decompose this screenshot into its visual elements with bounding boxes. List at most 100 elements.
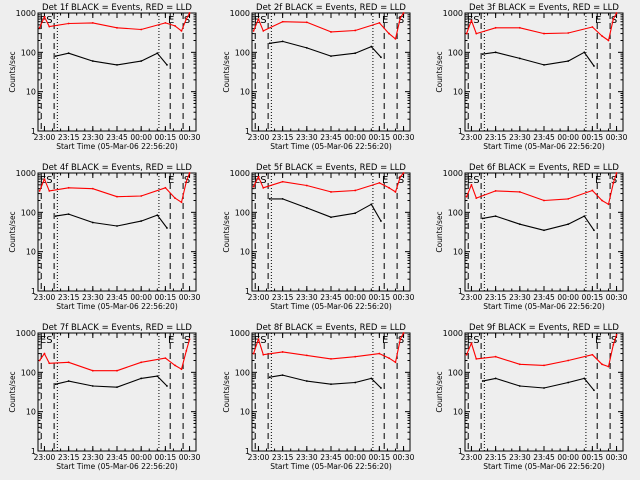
x-tick-label: 00:15: [582, 293, 604, 302]
x-tick-label: 23:45: [320, 453, 342, 462]
y-tick-label: 100: [21, 48, 36, 57]
marker-label-e: E: [382, 15, 388, 26]
plot-frame: [464, 12, 624, 132]
data-point-lld: [252, 30, 255, 32]
series-line-lld: [253, 12, 405, 40]
data-point-events: [91, 385, 94, 387]
data-point-events: [268, 42, 271, 45]
x-tick-label: 00:30: [606, 293, 628, 302]
data-point-events: [583, 377, 586, 380]
marker-label-es: ES: [254, 335, 267, 346]
data-point-events: [370, 45, 373, 48]
series-line-events: [55, 213, 168, 229]
y-tick-label: 100: [448, 368, 463, 377]
y-tick-label: 1: [458, 447, 463, 456]
data-point-events: [330, 383, 332, 386]
data-point-events: [54, 55, 57, 58]
marker-label-s: S: [184, 335, 190, 346]
data-point-events: [593, 389, 595, 392]
y-tick-label: 1000: [16, 169, 36, 178]
x-axis-label: Start Time (05-Mar-06 22:56:20): [270, 302, 392, 311]
data-point-events: [583, 51, 586, 54]
data-point-lld: [116, 195, 118, 198]
data-point-lld: [262, 186, 265, 189]
data-point-lld: [378, 182, 381, 184]
x-tick-label: 23:45: [533, 293, 555, 302]
x-axis-label: Start Time (05-Mar-06 22:56:20): [56, 462, 178, 471]
x-axis-label: Start Time (05-Mar-06 22:56:20): [270, 142, 392, 151]
data-point-events: [370, 203, 373, 206]
x-tick-label: 00:00: [344, 293, 366, 302]
data-point-events: [543, 387, 545, 389]
marker-label-es: ES: [467, 15, 480, 26]
data-point-lld: [164, 186, 167, 189]
x-tick-label: 00:00: [130, 293, 152, 302]
marker-label-e: E: [595, 175, 601, 186]
data-point-lld: [185, 180, 188, 183]
plot-title: Det 6f BLACK = Events, RED = LLD: [469, 163, 619, 173]
data-point-lld: [494, 26, 497, 29]
x-tick-label: 23:45: [106, 133, 128, 142]
x-tick-label: 00:15: [582, 453, 604, 462]
data-point-lld: [475, 32, 478, 35]
plot-frame: [464, 332, 624, 452]
x-tick-label: 00:15: [369, 293, 391, 302]
x-tick-label: 23:45: [320, 293, 342, 302]
data-point-lld: [188, 338, 191, 340]
data-point-events: [281, 40, 284, 43]
data-point-events: [305, 206, 308, 209]
data-point-lld: [543, 32, 545, 35]
data-point-lld: [475, 197, 478, 200]
data-point-lld: [612, 343, 615, 346]
y-tick-label: 1000: [230, 169, 250, 178]
series-line-events: [269, 40, 382, 58]
data-point-lld: [601, 363, 603, 366]
y-tick-label: 10: [26, 408, 36, 417]
detector-plot-6: Det 6f BLACK = Events, RED = LLD 1 10 100 10…: [435, 163, 628, 311]
data-point-events: [370, 377, 373, 380]
data-point-lld: [257, 18, 260, 20]
series-line-events: [55, 52, 168, 66]
data-point-lld: [470, 183, 473, 186]
data-point-lld: [591, 353, 594, 356]
plot-title: Det 2f BLACK = Events, RED = LLD: [256, 3, 406, 13]
data-point-lld: [330, 191, 332, 193]
data-point-events: [567, 60, 570, 62]
data-point-lld: [281, 20, 284, 23]
x-tick-label: 00:00: [344, 453, 366, 462]
x-tick-label: 23:15: [272, 133, 294, 142]
data-point-lld: [465, 195, 468, 198]
x-tick-label: 00:30: [606, 133, 628, 142]
data-point-lld: [607, 39, 610, 42]
data-point-events: [494, 51, 497, 54]
data-point-events: [380, 56, 382, 59]
data-point-lld: [567, 32, 570, 34]
detector-plot-7: Det 7f BLACK = Events, RED = LLD 1 10 100 10…: [8, 323, 201, 471]
x-axis-label: Start Time (05-Mar-06 22:56:20): [483, 302, 605, 311]
x-tick-label: 00:00: [557, 293, 579, 302]
data-point-lld: [388, 186, 390, 189]
y-tick-label: 1: [31, 127, 36, 136]
data-point-events: [156, 375, 159, 378]
detector-plot-5: Det 5f BLACK = Events, RED = LLD 1 10 100 10…: [222, 163, 415, 311]
data-point-lld: [43, 352, 46, 355]
series-line-events: [269, 198, 382, 222]
data-point-lld: [402, 12, 405, 14]
data-point-events: [91, 221, 94, 224]
data-point-events: [67, 52, 70, 55]
marker-label-e: E: [595, 15, 601, 26]
series-line-events: [482, 51, 595, 67]
x-axis-label: Start Time (05-Mar-06 22:56:20): [56, 302, 178, 311]
detector-plot-2: Det 2f BLACK = Events, RED = LLD 1 10 100 10…: [222, 3, 415, 151]
data-point-lld: [615, 12, 618, 14]
data-point-lld: [180, 368, 183, 371]
data-point-events: [268, 197, 271, 200]
y-axis-label: Counts/sec: [8, 371, 17, 412]
series-line-events: [269, 374, 382, 389]
plot-frame: [37, 332, 197, 452]
x-tick-label: 00:15: [369, 133, 391, 142]
series-line-events: [55, 375, 168, 388]
y-axis-label: Counts/sec: [435, 51, 444, 92]
plot-frame: [251, 172, 411, 292]
